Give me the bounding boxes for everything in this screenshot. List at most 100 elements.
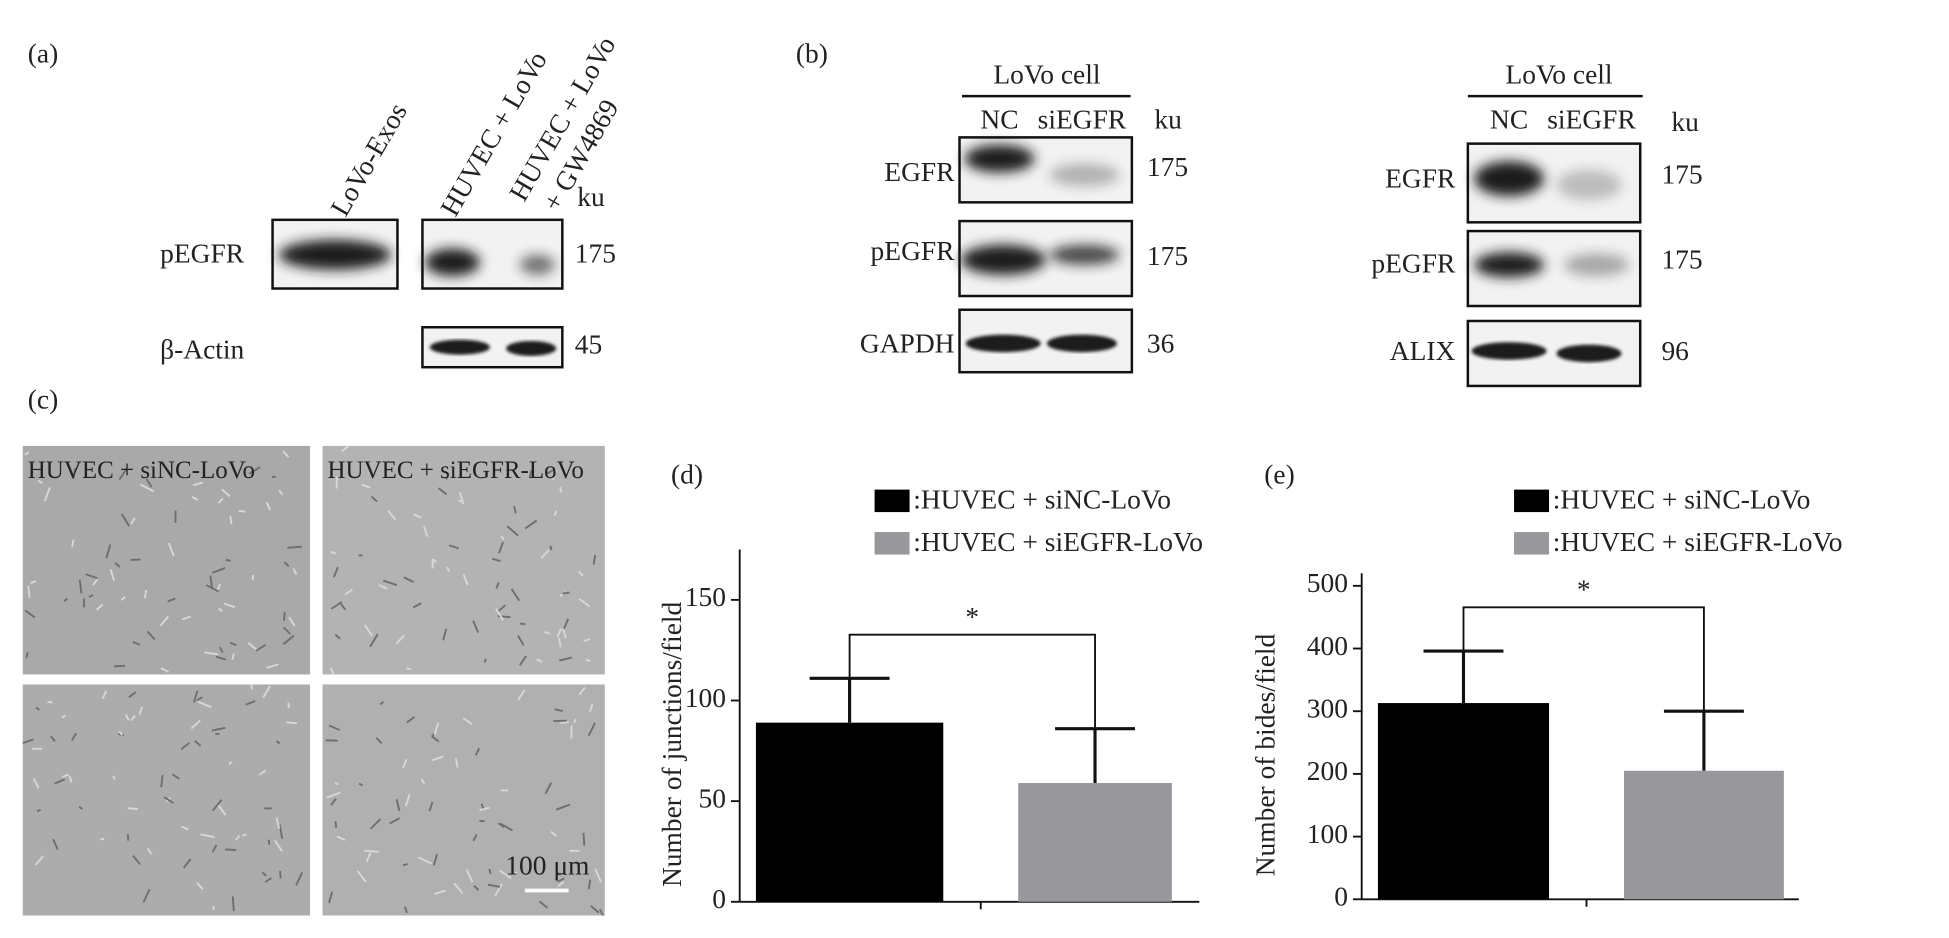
cell — [454, 758, 459, 768]
cell — [54, 778, 66, 785]
cell — [423, 525, 429, 537]
cell — [159, 615, 169, 627]
size-label: 175 — [1661, 245, 1702, 275]
cell — [197, 700, 212, 709]
cell — [513, 505, 517, 514]
cell — [282, 634, 295, 645]
lane-label: NC — [980, 105, 1018, 135]
cell — [405, 793, 411, 807]
cell — [589, 703, 594, 712]
cell — [585, 658, 591, 663]
cell — [500, 535, 505, 540]
unit-label: ku — [1671, 107, 1699, 137]
row-label: ALIX — [1390, 336, 1456, 366]
cell — [445, 475, 449, 480]
cell — [356, 870, 367, 883]
cell — [225, 558, 231, 562]
cell — [142, 888, 151, 903]
cell — [167, 542, 175, 557]
cell — [334, 633, 341, 640]
cell — [71, 732, 77, 742]
cell — [163, 796, 174, 804]
row-label: pEGFR — [160, 238, 245, 268]
size-label: 175 — [575, 238, 616, 268]
cell — [499, 869, 512, 880]
cell — [395, 634, 405, 645]
cell — [329, 667, 335, 675]
cell — [594, 868, 602, 883]
group-label: LoVo cell — [993, 60, 1100, 90]
y-tick-label: 400 — [1307, 631, 1348, 661]
bar — [1623, 770, 1784, 900]
cell — [192, 690, 199, 703]
size-label: 175 — [1147, 152, 1188, 182]
cell — [375, 737, 383, 744]
bar — [1377, 703, 1550, 900]
y-tick-label: 0 — [712, 884, 726, 914]
cell — [510, 588, 521, 602]
cell — [544, 782, 553, 795]
cell — [495, 608, 505, 621]
panel-label: (e) — [1264, 459, 1295, 489]
cell — [358, 782, 363, 787]
cell — [37, 479, 43, 484]
bar — [755, 722, 944, 902]
cell — [212, 567, 226, 574]
legend-swatch — [874, 532, 910, 555]
cell — [474, 747, 481, 756]
cell — [140, 483, 155, 493]
cell — [459, 492, 465, 505]
cell — [266, 663, 279, 669]
cell — [538, 900, 549, 909]
cell — [434, 889, 447, 895]
y-tick-label: 50 — [698, 783, 725, 813]
cell — [118, 467, 128, 481]
cell — [560, 720, 569, 725]
cell — [192, 481, 204, 487]
cell — [132, 854, 141, 866]
cell — [124, 714, 130, 721]
cell — [448, 544, 460, 550]
cell — [517, 634, 525, 646]
cell — [498, 541, 504, 554]
y-tick-label: 100 — [1307, 819, 1348, 849]
cell — [446, 566, 451, 572]
cell — [431, 755, 444, 762]
cell — [61, 714, 66, 719]
cell — [582, 832, 586, 846]
group-label: LoVo cell — [1506, 60, 1613, 90]
panel-label: (c) — [28, 384, 59, 414]
cell — [228, 760, 233, 766]
blot — [958, 136, 1134, 374]
cell — [275, 817, 281, 829]
cell — [559, 656, 573, 662]
cell — [578, 570, 584, 577]
size-label: 96 — [1661, 336, 1688, 366]
cell — [559, 486, 563, 493]
cell — [112, 775, 116, 780]
cell — [562, 618, 570, 631]
legend-label: :HUVEC + siNC-LoVo — [913, 484, 1171, 514]
cell — [78, 805, 83, 810]
cell — [395, 799, 401, 812]
cell — [433, 853, 438, 866]
cell — [160, 774, 164, 788]
cell — [35, 706, 40, 711]
cell — [109, 569, 115, 581]
cell — [402, 862, 408, 867]
cell — [120, 595, 126, 601]
cell — [494, 883, 503, 897]
significance-bracket — [1462, 606, 1705, 712]
cell — [85, 573, 98, 580]
cell — [68, 775, 73, 783]
cell — [336, 835, 346, 841]
cell — [365, 852, 372, 863]
cell — [181, 615, 192, 621]
cell — [465, 868, 474, 883]
size-label: 45 — [575, 330, 602, 360]
cell — [480, 803, 484, 809]
cell — [32, 778, 40, 789]
cell — [114, 562, 121, 568]
cell — [573, 718, 577, 723]
